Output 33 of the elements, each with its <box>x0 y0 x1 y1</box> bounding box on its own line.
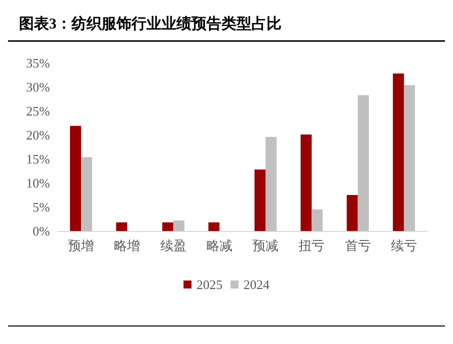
bar <box>173 220 184 231</box>
bar <box>254 170 266 231</box>
y-tick-label: 15% <box>26 152 50 166</box>
x-tick-label: 续亏 <box>390 238 417 253</box>
x-tick-label: 预增 <box>68 238 94 253</box>
x-tick-label: 扭亏 <box>298 238 325 253</box>
legend-label: 2025 <box>196 277 222 292</box>
bar <box>346 195 358 231</box>
bar <box>162 222 174 231</box>
bar <box>358 95 369 231</box>
legend-label: 2024 <box>244 277 270 292</box>
x-tick-label: 预减 <box>252 238 279 253</box>
x-tick-label: 续盈 <box>160 238 186 253</box>
x-tick-label: 略减 <box>206 238 232 253</box>
bar <box>81 157 92 231</box>
y-tick-label: 35% <box>26 56 50 70</box>
bar <box>392 74 404 231</box>
y-tick-label: 30% <box>26 80 50 94</box>
y-tick-label: 10% <box>26 176 50 190</box>
y-tick-label: 5% <box>32 200 50 214</box>
y-tick-label: 0% <box>32 224 50 238</box>
bar <box>404 85 416 231</box>
x-tick-label: 首亏 <box>344 238 371 253</box>
bar <box>300 134 312 231</box>
chart-title: 图表3：纺织服饰行业业绩预告类型占比 <box>19 14 282 32</box>
bar <box>208 222 220 231</box>
bar <box>70 126 82 231</box>
bar <box>116 222 128 231</box>
y-tick-label: 20% <box>26 128 50 142</box>
x-tick-label: 略增 <box>114 238 140 253</box>
bar <box>266 136 277 231</box>
bar <box>312 209 323 231</box>
y-tick-label: 25% <box>26 104 50 118</box>
